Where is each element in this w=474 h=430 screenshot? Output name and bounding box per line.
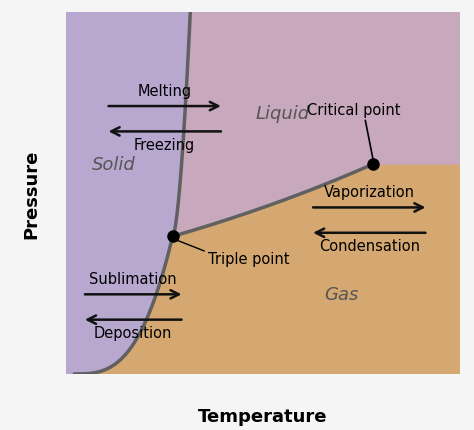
Text: Liquid: Liquid (255, 105, 310, 123)
Text: Solid: Solid (91, 156, 136, 174)
Text: Temperature: Temperature (198, 407, 328, 424)
Text: Triple point: Triple point (208, 251, 290, 266)
Text: Sublimation: Sublimation (90, 272, 177, 287)
Text: Freezing: Freezing (134, 138, 195, 153)
Text: Pressure: Pressure (22, 149, 40, 238)
Text: Deposition: Deposition (94, 326, 173, 340)
Polygon shape (66, 6, 191, 374)
Text: Gas: Gas (325, 286, 359, 304)
Text: Melting: Melting (137, 84, 192, 99)
Text: Critical point: Critical point (307, 103, 401, 118)
Polygon shape (66, 165, 460, 374)
Text: Vaporization: Vaporization (324, 185, 415, 200)
Text: Condensation: Condensation (319, 239, 420, 254)
Polygon shape (173, 6, 460, 237)
